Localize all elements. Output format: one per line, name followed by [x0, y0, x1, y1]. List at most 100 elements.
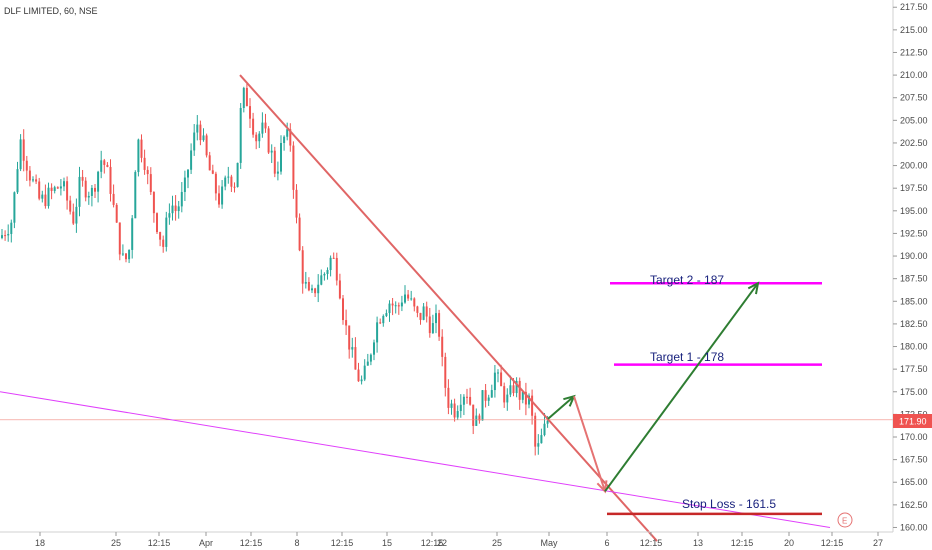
- candle-body: [69, 200, 72, 212]
- price-tick-label: 162.50: [900, 500, 928, 510]
- candle-body: [159, 232, 162, 240]
- time-tick-label: 12:15: [148, 538, 171, 548]
- candle-body: [44, 194, 47, 207]
- target-2-label: Target 2 - 187: [650, 273, 724, 287]
- candle-body: [546, 420, 549, 424]
- earnings-marker-icon[interactable]: [837, 512, 853, 528]
- price-tick-label: 215.00: [900, 25, 928, 35]
- candle-body: [503, 386, 506, 403]
- candle-body: [211, 170, 214, 174]
- price-tick-label: 182.50: [900, 319, 928, 329]
- candle-body: [10, 222, 13, 234]
- time-tick-label: 6: [604, 538, 609, 548]
- price-tick-label: 160.00: [900, 522, 928, 532]
- candle-body: [301, 250, 304, 284]
- candle-body: [205, 135, 208, 156]
- candle-body: [245, 87, 248, 107]
- candle-body: [500, 372, 503, 387]
- candle-body: [537, 443, 540, 447]
- last-price-label: 171.90: [899, 417, 927, 427]
- candle-body: [487, 397, 490, 401]
- candle-body: [289, 129, 292, 146]
- down-arrow: [573, 395, 606, 492]
- candle-body: [131, 218, 134, 250]
- candle-body: [78, 176, 81, 207]
- candle-body: [50, 187, 53, 191]
- price-tick-label: 175.00: [900, 387, 928, 397]
- candle-body: [100, 160, 103, 172]
- candle-body: [397, 305, 400, 307]
- candle-body: [351, 347, 354, 350]
- candle-body: [149, 174, 152, 193]
- candle-body: [493, 372, 496, 391]
- candle-body: [518, 380, 521, 400]
- candle-body: [1, 235, 3, 238]
- candle-body: [165, 217, 168, 247]
- candle-body: [531, 395, 534, 416]
- target-1-label: Target 1 - 178: [650, 350, 724, 364]
- candle-body: [490, 390, 493, 398]
- candle-body: [314, 288, 317, 294]
- candle-body: [469, 396, 472, 405]
- candle-body: [4, 235, 7, 237]
- candle-body: [264, 122, 267, 129]
- candle-body: [357, 369, 360, 382]
- candle-body: [450, 403, 453, 408]
- candle-body: [304, 281, 307, 284]
- time-tick-label: Apr: [199, 538, 213, 548]
- candle-body: [261, 122, 264, 134]
- price-tick-label: 197.50: [900, 183, 928, 193]
- price-tick-label: 165.00: [900, 477, 928, 487]
- candle-body: [534, 415, 537, 447]
- candle-body: [218, 193, 220, 205]
- candle-body: [273, 150, 276, 174]
- candle-body: [394, 305, 397, 307]
- price-tick-label: 212.50: [900, 47, 928, 57]
- candle-body: [400, 302, 403, 307]
- candle-body: [540, 435, 543, 444]
- candle-body: [391, 303, 394, 306]
- candle-body: [354, 347, 357, 370]
- candle-body: [472, 404, 475, 426]
- candle-body: [227, 176, 230, 178]
- candle-body: [38, 181, 41, 199]
- support-channel-line: [0, 391, 831, 528]
- candle-body: [7, 233, 10, 236]
- candle-body: [171, 205, 174, 214]
- candle-body: [28, 170, 31, 181]
- candle-body: [363, 365, 366, 380]
- candle-body: [66, 181, 69, 201]
- stop-loss-label: Stop Loss - 161.5: [682, 497, 776, 511]
- candle-body: [242, 87, 245, 108]
- candle-body: [404, 294, 406, 303]
- candle-body: [32, 179, 34, 181]
- candle-body: [258, 133, 261, 142]
- candle-body: [478, 415, 481, 421]
- time-axis[interactable]: 18 25 12:15 Apr 12:15 8 12:15 15 12:15 25 May 6 12:1…: [35, 532, 883, 548]
- time-tick-label: 12:15: [731, 538, 754, 548]
- candle-body: [481, 390, 484, 421]
- time-tick-label: 18: [35, 538, 45, 548]
- candle-body: [366, 361, 369, 366]
- candle-body: [311, 288, 313, 291]
- candle-body: [47, 187, 50, 207]
- candle-body: [447, 387, 450, 408]
- time-tick-label: 12:15: [421, 538, 444, 548]
- time-tick-label: 25: [111, 538, 121, 548]
- candle-body: [140, 139, 143, 158]
- candle-body: [90, 187, 93, 196]
- candle-body: [441, 336, 444, 357]
- candle-body: [338, 280, 341, 299]
- candle-body: [348, 325, 351, 350]
- candle-body: [515, 380, 518, 394]
- candle-body: [183, 177, 186, 192]
- price-tick-label: 180.00: [900, 342, 928, 352]
- candle-body: [416, 306, 419, 313]
- candle-body: [103, 160, 106, 165]
- time-tick-label: May: [540, 538, 558, 548]
- candle-body: [193, 132, 196, 151]
- time-tick-label: 15: [382, 538, 392, 548]
- candle-body: [81, 176, 84, 181]
